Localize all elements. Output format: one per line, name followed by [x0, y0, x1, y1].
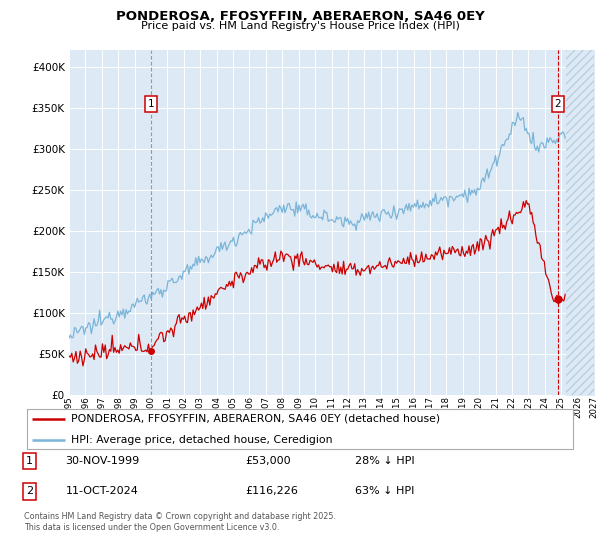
Text: PONDEROSA, FFOSYFFIN, ABERAERON, SA46 0EY (detached house): PONDEROSA, FFOSYFFIN, ABERAERON, SA46 0E… — [71, 414, 440, 424]
Text: 11-OCT-2024: 11-OCT-2024 — [65, 487, 138, 497]
Text: 28% ↓ HPI: 28% ↓ HPI — [355, 456, 415, 466]
FancyBboxPatch shape — [27, 409, 573, 449]
Text: Price paid vs. HM Land Registry's House Price Index (HPI): Price paid vs. HM Land Registry's House … — [140, 21, 460, 31]
Text: 1: 1 — [148, 99, 154, 109]
Text: 63% ↓ HPI: 63% ↓ HPI — [355, 487, 415, 497]
Text: Contains HM Land Registry data © Crown copyright and database right 2025.
This d: Contains HM Land Registry data © Crown c… — [24, 512, 336, 532]
Text: £53,000: £53,000 — [245, 456, 290, 466]
Text: 30-NOV-1999: 30-NOV-1999 — [65, 456, 140, 466]
Text: HPI: Average price, detached house, Ceredigion: HPI: Average price, detached house, Cere… — [71, 435, 332, 445]
Text: 2: 2 — [26, 487, 33, 497]
Text: 1: 1 — [26, 456, 33, 466]
Bar — [566, 50, 594, 395]
Text: 2: 2 — [554, 99, 561, 109]
Text: PONDEROSA, FFOSYFFIN, ABERAERON, SA46 0EY: PONDEROSA, FFOSYFFIN, ABERAERON, SA46 0E… — [116, 10, 484, 23]
Text: £116,226: £116,226 — [245, 487, 298, 497]
